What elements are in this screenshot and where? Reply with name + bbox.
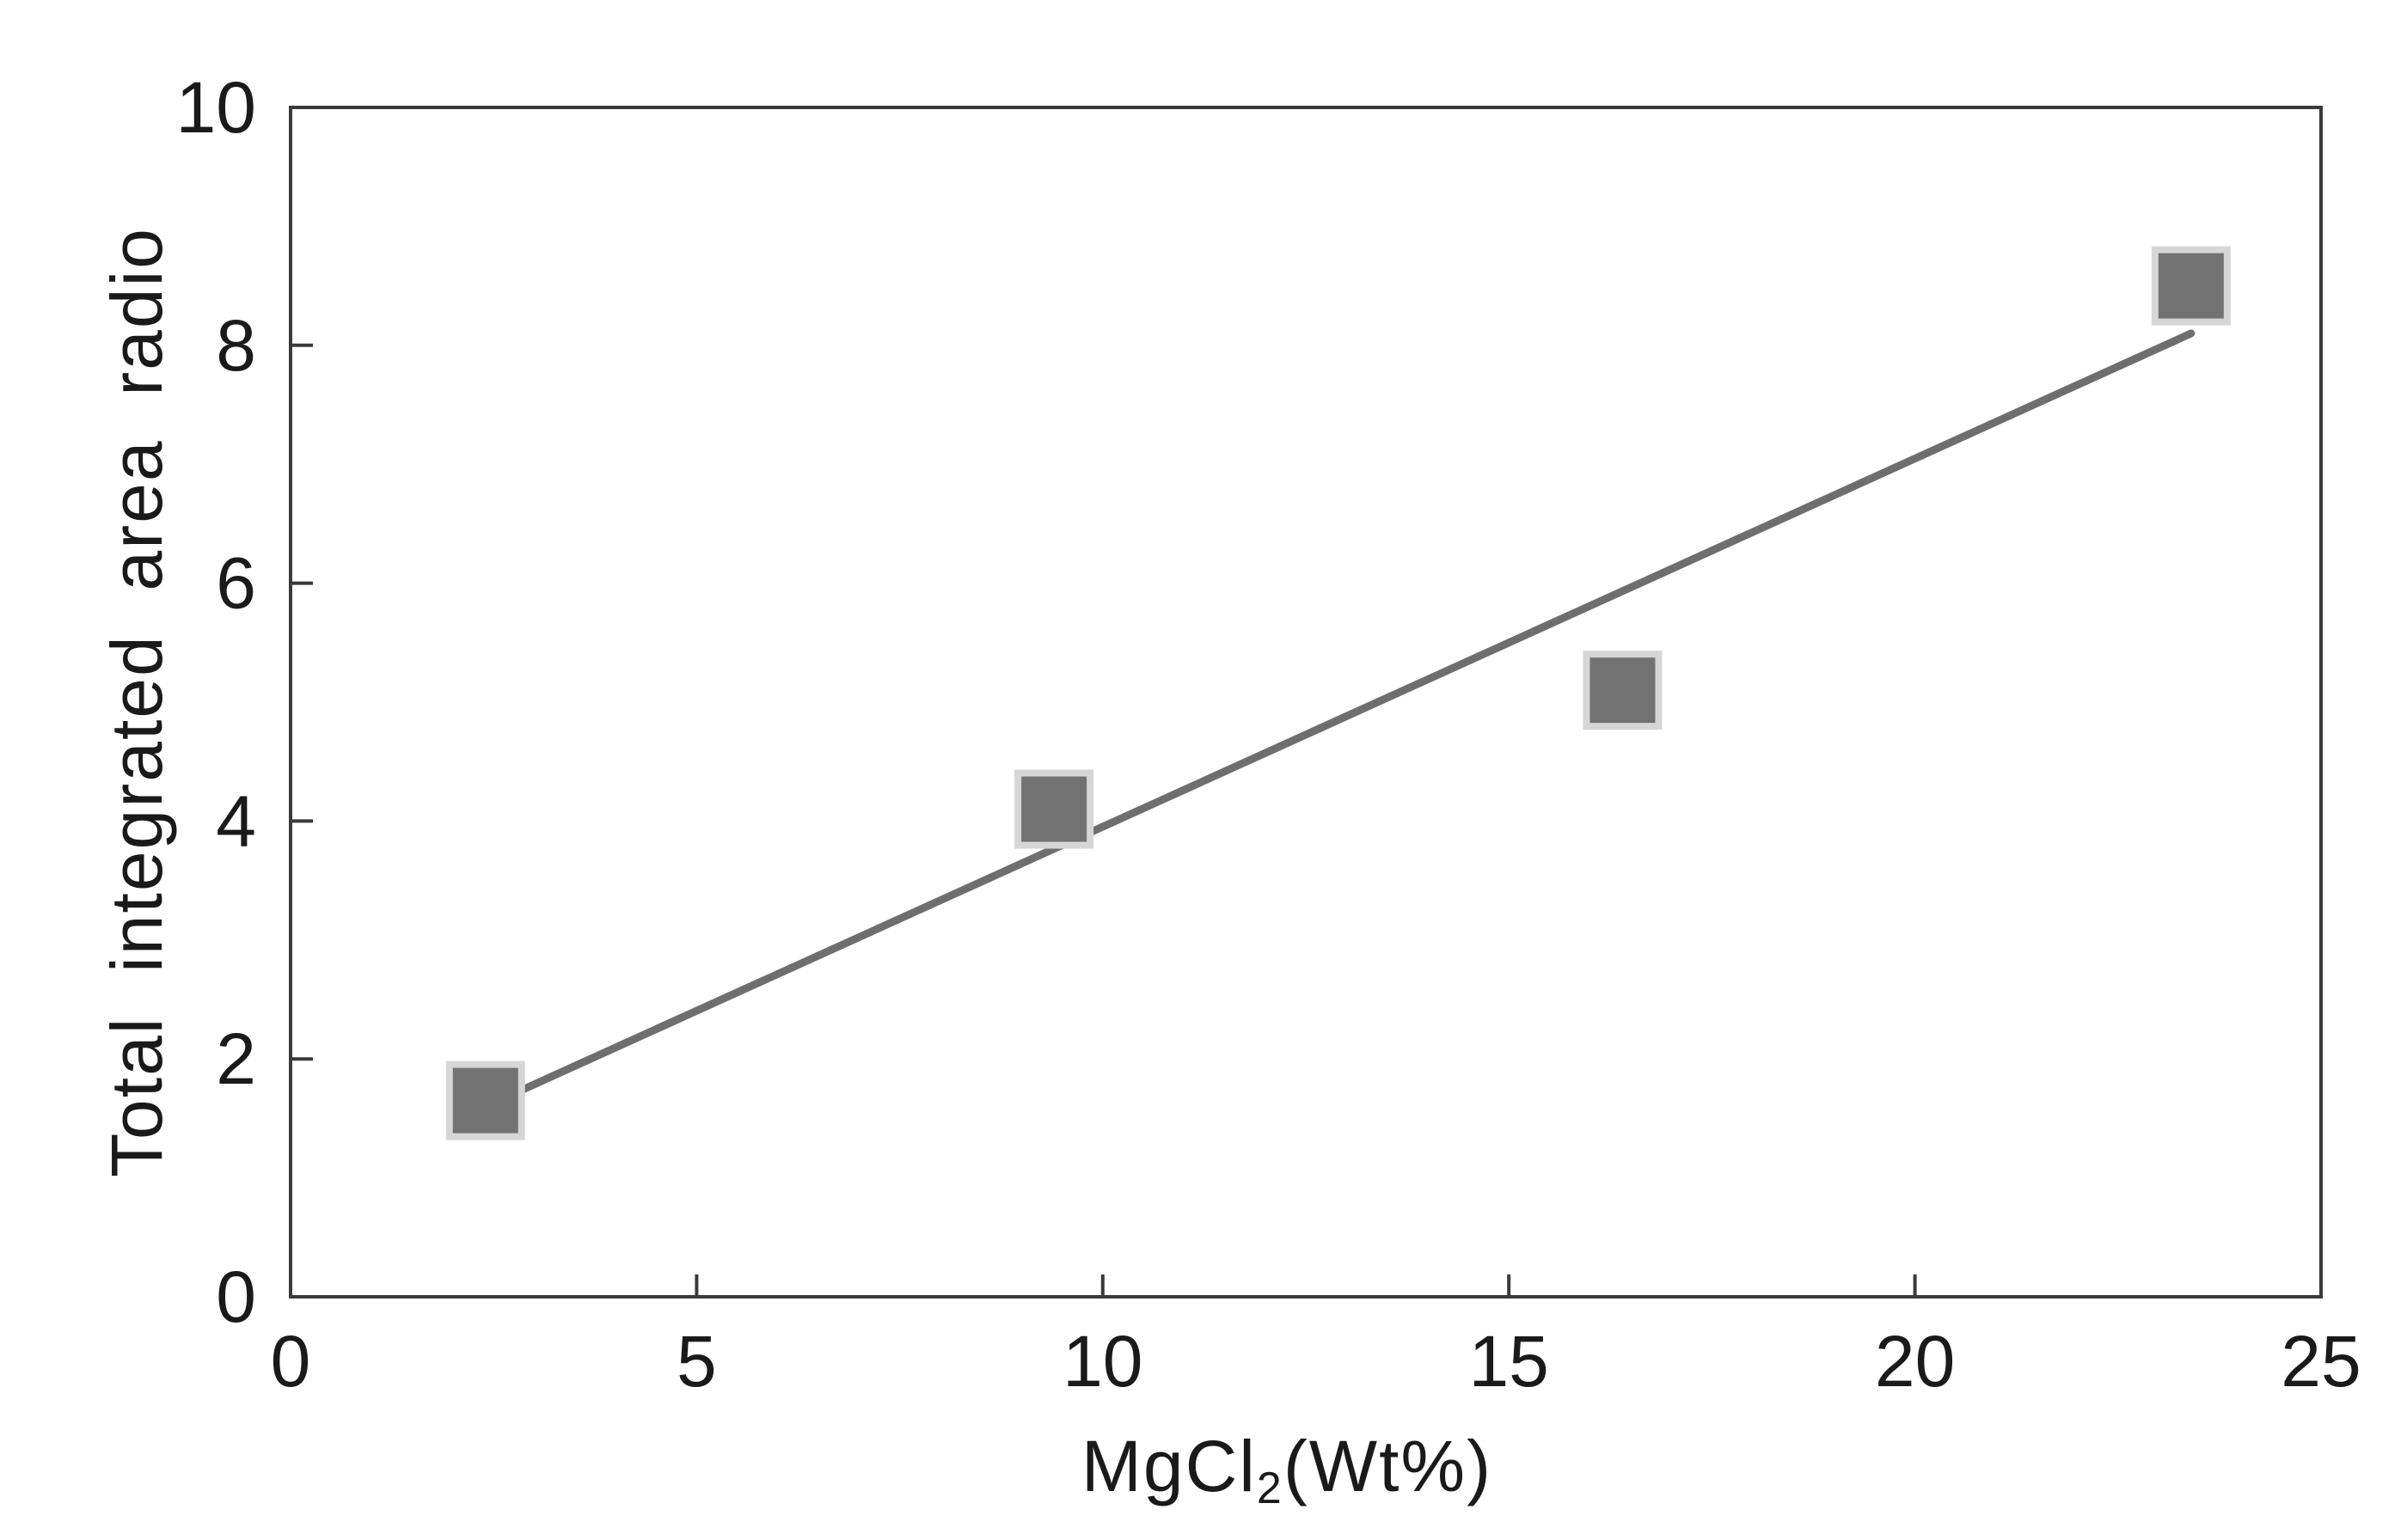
y-axis-ticks [291,106,313,1299]
fit-line [481,329,2196,1111]
y-tick-label: 4 [216,780,256,861]
plot-frame [289,106,2323,1299]
x-tick-label: 0 [271,1321,311,1402]
x-tick-label: 20 [1875,1321,1955,1402]
data-markers [445,246,2231,1140]
data-point [1583,651,1663,730]
data-point-marker [2158,253,2224,319]
y-tick-label: 8 [216,305,256,386]
x-tick-label: 10 [1063,1321,1142,1402]
data-point [2151,246,2231,326]
x-tick-label: 25 [2281,1321,2361,1402]
x-axis-ticks [289,1274,2323,1297]
x-tick-label: 15 [1468,1321,1548,1402]
x-axis-title-subscript: 2 [1257,1464,1283,1513]
data-point [445,1060,525,1140]
x-axis-tick-labels: 0 5 10 15 20 25 [271,1321,2361,1402]
data-point-marker [1021,776,1087,842]
y-axis-tick-labels: 0 2 4 6 8 10 [176,67,256,1337]
x-axis-title: MgCl2(Wt%) [1081,1426,1492,1513]
data-point-marker [1589,657,1656,724]
x-axis-title-suffix: (Wt%) [1283,1426,1492,1506]
y-tick-label: 10 [176,67,256,148]
y-tick-label: 6 [216,543,256,624]
data-point [1014,769,1094,849]
data-point-marker [452,1067,518,1134]
y-tick-label: 0 [216,1256,256,1337]
x-tick-label: 5 [677,1321,717,1402]
y-tick-label: 2 [216,1018,256,1099]
x-axis-title-main: MgCl [1081,1426,1257,1506]
y-axis-title: Total integrated area radio [96,227,177,1177]
